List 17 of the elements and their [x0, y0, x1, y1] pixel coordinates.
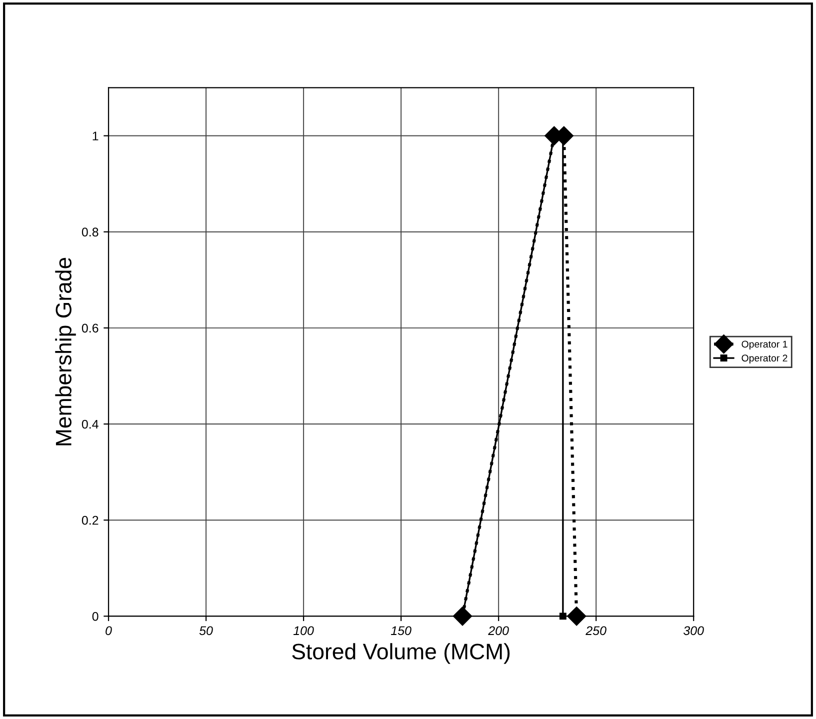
x-tick-label: 250: [586, 626, 606, 636]
y-tick-label: 0.4: [82, 420, 98, 429]
y-tick-label: 0.8: [82, 228, 98, 236]
x-tick-label: 100: [293, 626, 314, 636]
x-tick-label: 150: [390, 626, 412, 636]
legend-label: Operator 1: [742, 340, 788, 350]
y-tick-label: 1: [92, 132, 98, 140]
y-tick-label: 0: [92, 612, 98, 621]
x-tick-label: 50: [199, 626, 213, 636]
y-tick-label: 0.2: [82, 516, 98, 525]
x-axis-title: Stored Volume (MCM): [292, 643, 510, 664]
y-axis-title: Membership Grade: [55, 258, 76, 446]
x-tick-label: 200: [488, 626, 509, 636]
legend-label: Operator 2: [742, 354, 788, 364]
x-tick-label: 300: [683, 626, 704, 636]
x-tick-label: 0: [106, 626, 112, 636]
y-tick-label: 0.6: [82, 324, 98, 333]
